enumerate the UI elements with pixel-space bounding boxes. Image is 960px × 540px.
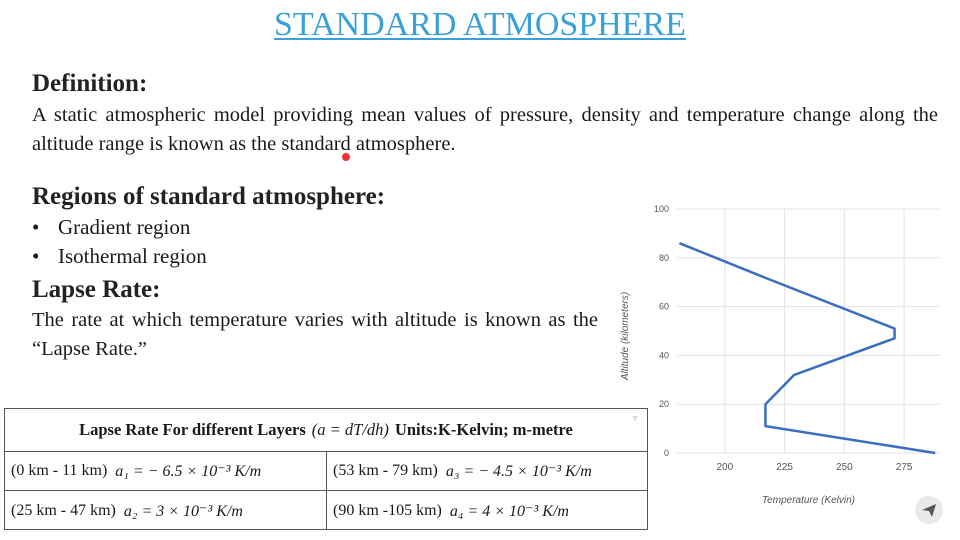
definition-text: A static atmospheric model providing mea… <box>32 104 938 155</box>
layer-range: (25 km - 47 km) <box>11 501 116 519</box>
table-cell: (0 km - 11 km) a₁ = − 6.5 × 10⁻³ K/m <box>5 452 327 491</box>
send-icon <box>922 504 936 517</box>
table-cell: (53 km - 79 km) a₃ = − 4.5 × 10⁻³ K/m <box>327 452 647 491</box>
list-item: Gradient region <box>32 213 207 242</box>
x-tick-label: 250 <box>836 462 853 473</box>
x-tick-label: 200 <box>716 462 733 473</box>
table-cell: (25 km - 47 km) a₂ = 3 × 10⁻³ K/m <box>5 491 327 530</box>
list-item: Isothermal region <box>32 242 207 271</box>
y-tick-label: 80 <box>659 253 669 263</box>
table-title: Lapse Rate For different Layers <box>79 420 306 439</box>
table-menu-icon[interactable]: ▿ <box>633 413 638 423</box>
regions-heading: Regions of standard atmosphere: <box>32 183 386 210</box>
y-tick-label: 20 <box>659 399 669 409</box>
table-units: Units:K-Kelvin; m-metre <box>394 420 573 439</box>
x-tick-label: 275 <box>896 462 913 473</box>
layer-equation: a₃ = − 4.5 × 10⁻³ K/m <box>445 463 592 480</box>
lapse-rate-text: The rate at which temperature varies wit… <box>32 309 598 360</box>
temperature-altitude-chart: 0 20 40 60 80 100 200 225 250 275 Temperature (Kel… <box>615 195 960 520</box>
layer-equation: a₁ = − 6.5 × 10⁻³ K/m <box>115 463 262 480</box>
table-cell: (90 km -105 km) a₄ = 4 × 10⁻³ K/m <box>327 491 647 530</box>
x-axis-label: Temperature (Kelvin) <box>762 495 855 506</box>
layer-range: (0 km - 11 km) <box>11 462 108 479</box>
lapse-rate-table: Lapse Rate For different Layers (a = dT/… <box>4 408 648 530</box>
y-tick-label: 0 <box>664 448 669 458</box>
regions-list: Gradient region Isothermal region <box>32 213 207 271</box>
slide-title: STANDARD ATMOSPHERE <box>274 6 686 43</box>
table-header: Lapse Rate For different Layers (a = dT/… <box>5 409 647 452</box>
temperature-profile-line <box>678 242 936 455</box>
y-tick-label: 60 <box>659 302 669 312</box>
layer-equation: a₂ = 3 × 10⁻³ K/m <box>123 502 243 520</box>
y-tick-label: 100 <box>654 204 669 214</box>
layer-range: (53 km - 79 km) <box>333 462 438 479</box>
layer-range: (90 km -105 km) <box>333 501 442 519</box>
y-axis-label: Altitude (kilometers) <box>620 292 631 381</box>
lapse-formula: (a = dT/dh) <box>311 420 389 439</box>
layer-equation: a₄ = 4 × 10⁻³ K/m <box>449 502 569 520</box>
mouse-cursor-icon <box>342 153 350 161</box>
chart-svg: 0 20 40 60 80 100 200 225 250 275 Temperature (Kel… <box>620 204 940 506</box>
definition-heading: Definition: <box>32 70 148 97</box>
send-button[interactable] <box>915 496 943 524</box>
y-tick-label: 40 <box>659 350 669 360</box>
lapse-rate-heading: Lapse Rate: <box>32 276 161 303</box>
x-tick-label: 225 <box>776 462 793 473</box>
